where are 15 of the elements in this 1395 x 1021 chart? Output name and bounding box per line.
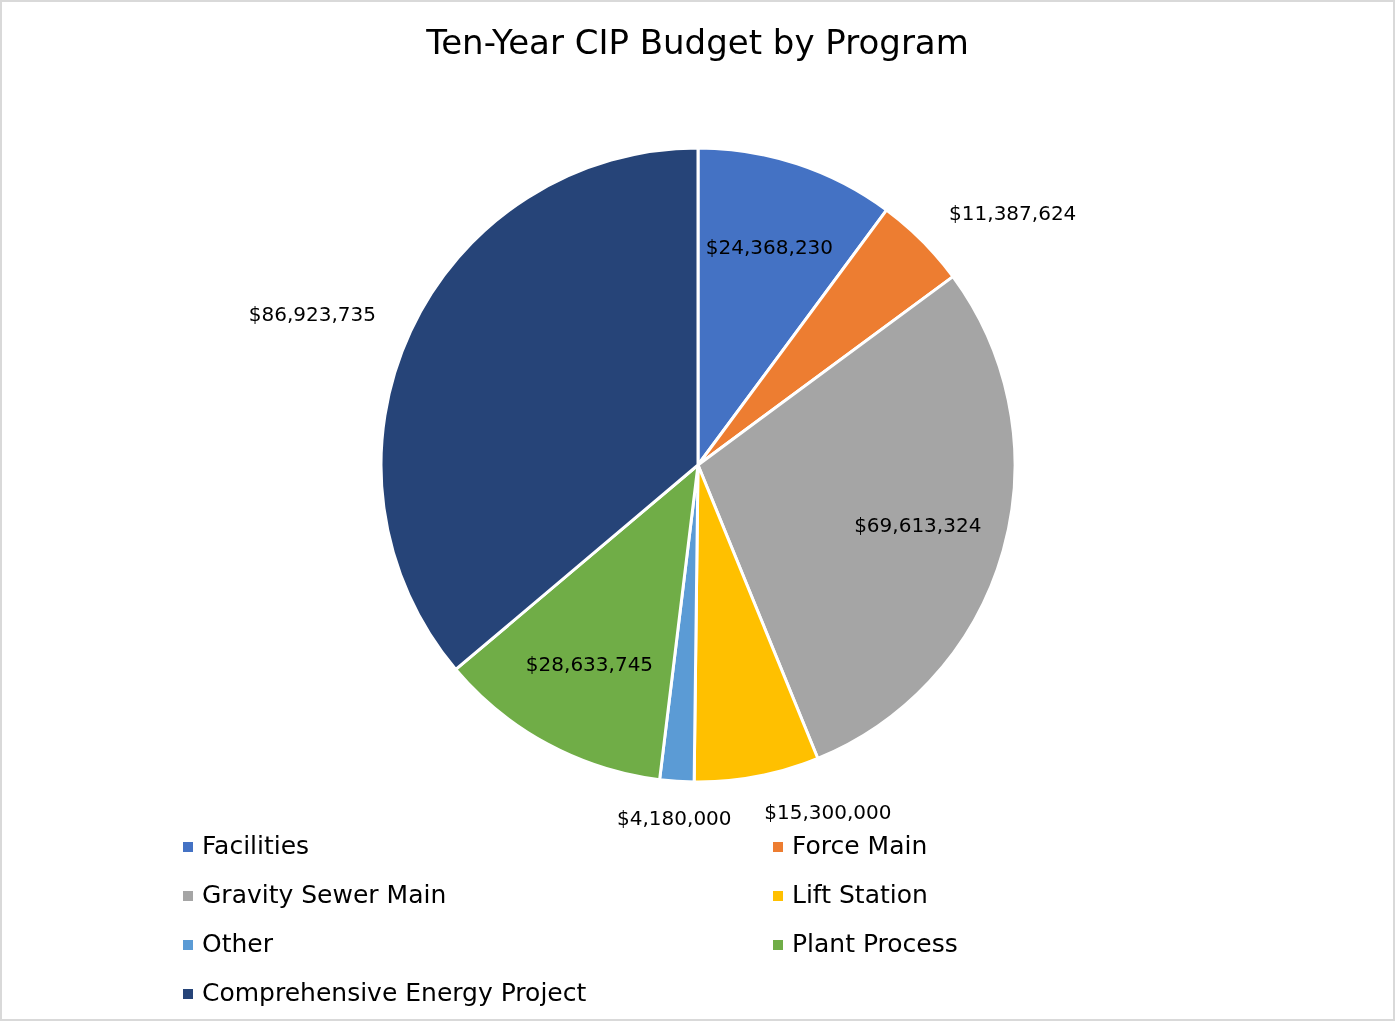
legend-label: Lift Station — [792, 880, 928, 909]
data-label: $15,300,000 — [764, 800, 892, 825]
legend-label: Other — [202, 929, 274, 958]
legend-label: Plant Process — [792, 929, 958, 958]
legend-label: Comprehensive Energy Project — [202, 978, 587, 1007]
legend-label: Gravity Sewer Main — [202, 880, 447, 909]
legend-label: Force Main — [792, 831, 928, 860]
data-label: $4,180,000 — [617, 805, 732, 830]
data-label: $86,923,735 — [248, 301, 377, 326]
data-label: $28,633,745 — [525, 652, 654, 677]
chart-title: Ten-Year CIP Budget by Program — [425, 21, 969, 62]
legend-label: Facilities — [202, 831, 310, 860]
data-label: $69,613,324 — [854, 513, 982, 538]
data-label: $24,368,230 — [705, 234, 834, 259]
data-label: $11,387,624 — [949, 200, 1077, 225]
